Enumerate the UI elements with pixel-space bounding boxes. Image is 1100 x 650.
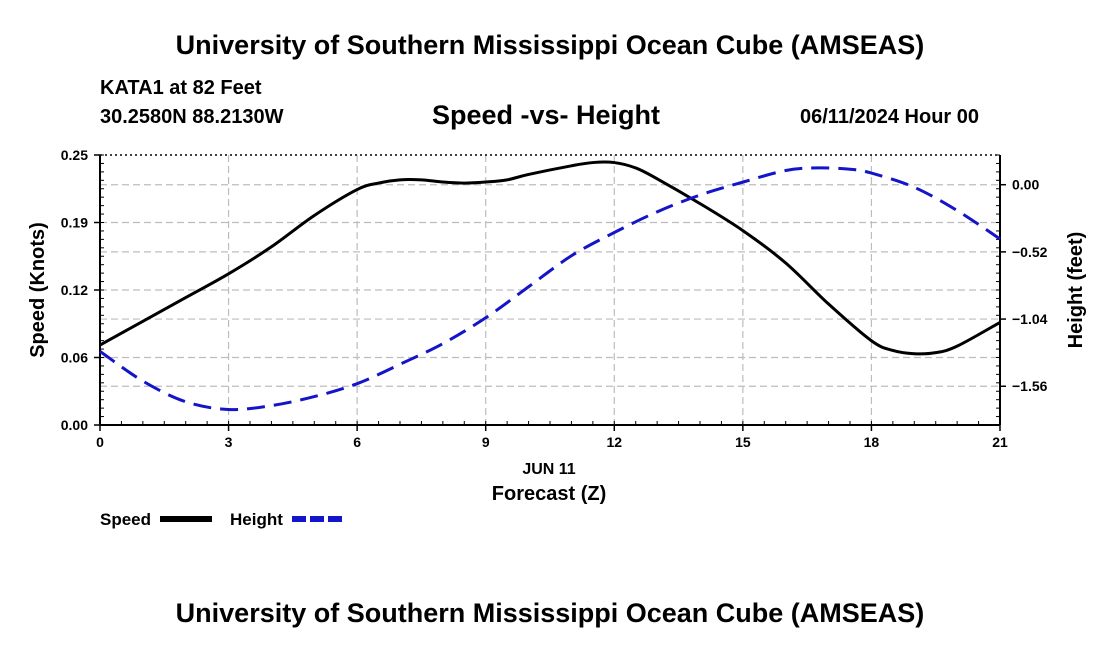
y2-axis-label: Height (feet) bbox=[1065, 232, 1087, 349]
grid-lines bbox=[100, 155, 1000, 425]
chart-title: Speed -vs- Height bbox=[432, 100, 661, 130]
x-tick-label: 12 bbox=[606, 434, 622, 450]
x-tick-label: 9 bbox=[482, 434, 490, 450]
legend-label-height: Height bbox=[230, 510, 283, 529]
y-tick-label: 0.19 bbox=[61, 215, 88, 231]
x-tick-label: 3 bbox=[225, 434, 233, 450]
y2-tick-label: −1.56 bbox=[1012, 378, 1048, 394]
series-layer bbox=[99, 160, 1001, 412]
legend-label-speed: Speed bbox=[100, 510, 151, 529]
x-tick-label: 21 bbox=[992, 434, 1008, 450]
x-axis-date-label: JUN 11 bbox=[522, 461, 575, 478]
series-line-height bbox=[99, 166, 1001, 412]
y-tick-label: 0.12 bbox=[61, 282, 88, 298]
x-tick-label: 6 bbox=[353, 434, 361, 450]
coordinates-label: 30.2580N 88.2130W bbox=[100, 106, 284, 128]
y-axis-label: Speed (Knots) bbox=[27, 222, 49, 358]
y-tick-label: 0.00 bbox=[61, 417, 88, 433]
y2-tick-label: −1.04 bbox=[1012, 311, 1048, 327]
x-axis-label: Forecast (Z) bbox=[492, 483, 606, 505]
footer-title: University of Southern Mississippi Ocean… bbox=[175, 598, 925, 628]
series-line-speed bbox=[99, 160, 1001, 356]
date-hour-label: 06/11/2024 Hour 00 bbox=[800, 106, 980, 128]
y-tick-label: 0.25 bbox=[61, 147, 88, 163]
x-tick-label: 15 bbox=[735, 434, 751, 450]
x-tick-label: 0 bbox=[96, 434, 104, 450]
page-title: University of Southern Mississippi Ocean… bbox=[175, 30, 925, 60]
x-tick-label: 18 bbox=[864, 434, 880, 450]
axis-ticks: 0 3 6 9 12 15 18 21 0.00 0.06 0.12 0.19 0.25 0.00 −0.5… bbox=[61, 147, 1048, 450]
y-tick-label: 0.06 bbox=[61, 350, 88, 366]
station-label: KATA1 at 82 Feet bbox=[100, 77, 262, 99]
y2-tick-label: 0.00 bbox=[1012, 177, 1039, 193]
y2-tick-label: −0.52 bbox=[1012, 244, 1048, 260]
